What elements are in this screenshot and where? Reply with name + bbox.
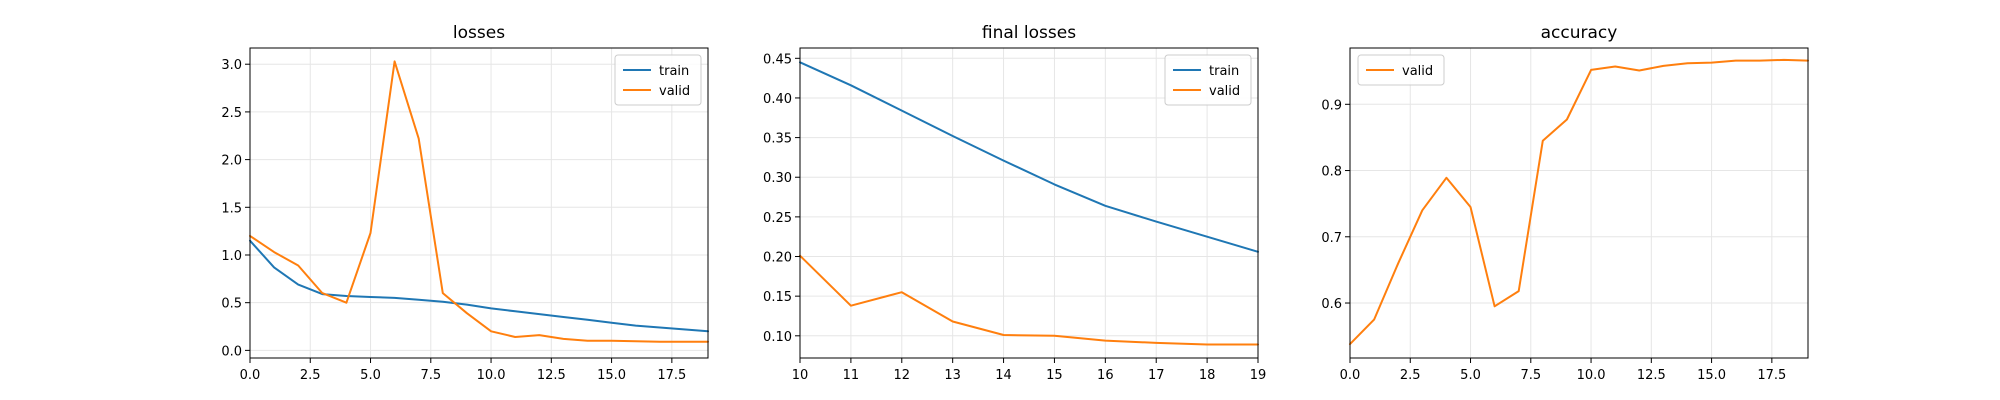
x-tick-label: 17 [1148,368,1165,383]
y-tick-label: 0.30 [763,171,792,186]
series-line-train [249,239,709,333]
x-tick-label: 12.5 [1637,368,1666,383]
axes-frame [799,47,1259,359]
y-tick-label: 0.6 [1321,297,1342,312]
y-tick-label: 3.0 [221,58,242,73]
grid [1349,48,1808,358]
x-tick-label: 10 [792,368,809,383]
legend-box [1357,54,1445,86]
x-tick-label: 15.0 [1697,368,1726,383]
y-tick-label: 0.9 [1321,98,1342,113]
x-tick-label: 12 [894,368,911,383]
x-tick-label: 18 [1199,368,1216,383]
y-tick-label: 0.10 [763,330,792,345]
y-tick-label: 0.7 [1321,231,1342,246]
x-tick-label: 19 [1250,368,1267,383]
y-tick-label: 0.0 [221,344,242,359]
x-tick-label: 17.5 [1757,368,1786,383]
series-line-valid [249,60,709,343]
y-tick-label: 0.8 [1321,165,1342,180]
y-tick-label: 2.5 [221,106,242,121]
y-tick-label: 0.15 [763,290,792,305]
x-tick-label: 2.5 [1400,368,1421,383]
legend: train valid [614,54,702,106]
legend: train valid [1164,54,1252,106]
axes-frame [1349,47,1809,359]
legend-label: train [1209,64,1239,79]
y-tick-label: 0.45 [763,52,792,67]
x-tick-label: 15.0 [597,368,626,383]
x-tick-label: 12.5 [537,368,566,383]
legend-label: valid [1402,64,1433,79]
x-tick-label: 2.5 [300,368,321,383]
legend: valid [1357,54,1445,86]
axes-frame [249,47,709,359]
x-tick-label: 7.5 [1520,368,1541,383]
y-tick-label: 0.20 [763,251,792,266]
y-tick-label: 1.0 [221,249,242,264]
x-tick-label: 13 [944,368,961,383]
legend-label: train [659,64,689,79]
chart-title: accuracy [1541,23,1618,43]
y-tick-label: 2.0 [221,154,242,169]
x-tick-label: 7.5 [420,368,441,383]
x-tick-label: 15 [1046,368,1063,383]
x-tick-label: 16 [1097,368,1114,383]
x-tick-label: 14 [995,368,1012,383]
legend-label: valid [659,84,690,99]
y-tick-label: 0.40 [763,92,792,107]
x-tick-label: 10.0 [1577,368,1606,383]
legend-box [1164,54,1252,106]
y-tick-label: 0.35 [763,132,792,147]
x-tick-label: 0.0 [240,368,261,383]
legend-label: valid [1209,84,1240,99]
chart-panel-2: accuracy 0.0 2.5 5.0 7.5 10.0 12.5 15.0 17.5 0.6 0… [1321,23,1809,383]
chart-title: losses [453,23,505,43]
x-tick-label: 11 [843,368,860,383]
y-tick-label: 1.5 [221,201,242,216]
series-line-valid [1349,58,1809,346]
chart-title: final losses [982,23,1076,43]
x-tick-label: 5.0 [1460,368,1481,383]
y-tick-label: 0.25 [763,211,792,226]
x-tick-label: 10.0 [477,368,506,383]
chart-panel-0: losses 0.0 2.5 5.0 7.5 10.0 12.5 15.0 17.5 0.0 0.5… [221,23,709,383]
series-line-train [799,61,1259,253]
x-tick-label: 0.0 [1340,368,1361,383]
grid [249,48,708,358]
series-line-valid [799,254,1259,346]
x-tick-label: 5.0 [360,368,381,383]
legend-box [614,54,702,106]
y-tick-label: 0.5 [221,297,242,312]
chart-panel-1: final losses 10 11 12 13 14 15 16 17 18 19 0.10 0.15… [763,23,1266,383]
x-tick-label: 17.5 [657,368,686,383]
